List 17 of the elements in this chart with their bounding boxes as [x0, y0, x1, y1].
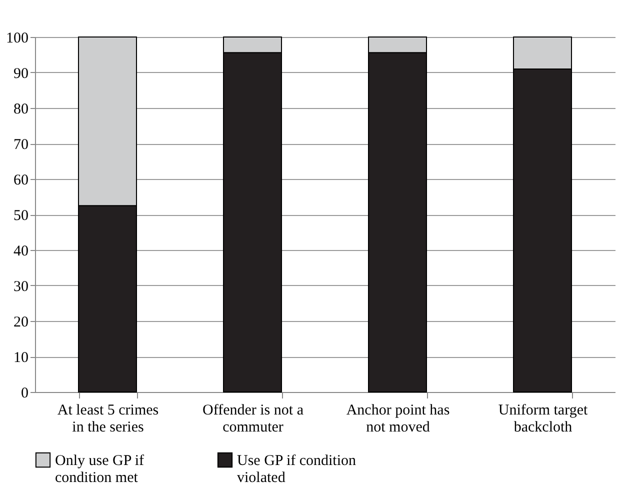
y-tick-label: 90: [14, 66, 28, 82]
y-tick-label: 40: [14, 244, 28, 260]
y-tick-label: 50: [14, 208, 28, 224]
y-tick-label: 0: [21, 386, 28, 402]
legend-label: Only use GP if condition met: [55, 453, 144, 486]
y-tick-label: 20: [14, 314, 28, 330]
x-tick-label: Anchor point has not moved: [346, 402, 450, 436]
legend-label: Use GP if condition violated: [237, 453, 357, 486]
x-tick-label: Offender is not a commuter: [202, 402, 304, 436]
y-tick-label: 60: [14, 172, 28, 188]
y-tick-label: 10: [14, 350, 28, 366]
y-tick-label: 70: [14, 137, 28, 153]
x-tick-label: Uniform target backcloth: [498, 402, 588, 436]
y-tick-label: 100: [6, 30, 28, 46]
y-tick-label: 80: [14, 102, 28, 118]
y-tick-label: 30: [14, 279, 28, 295]
x-tick-label: At least 5 crimes in the series: [57, 402, 159, 436]
